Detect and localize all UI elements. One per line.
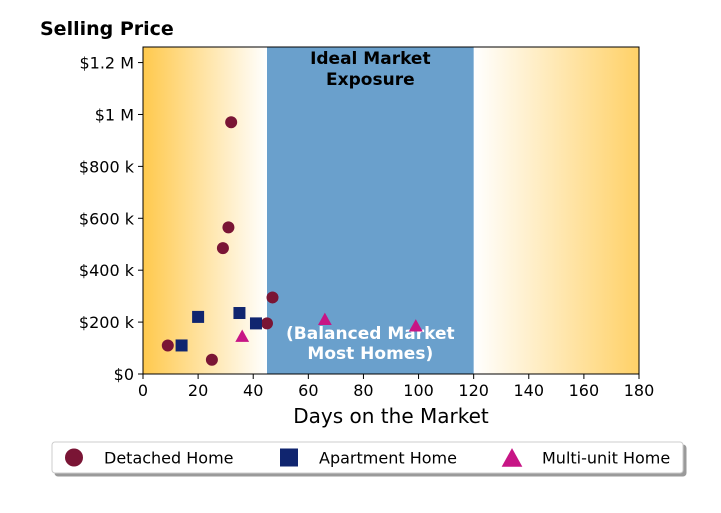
band-label-bottom-line: (Balanced Market (286, 324, 455, 344)
x-tick-label: 120 (458, 381, 489, 400)
circle-point (261, 317, 273, 330)
y-tick-label: $400 k (79, 261, 135, 280)
legend: Detached Home Apartment Home Multi-unit Ho… (51, 441, 684, 474)
legend-label: Multi-unit Home (542, 449, 670, 468)
x-tick-label: 0 (138, 381, 148, 400)
band-label-top-line: Exposure (326, 70, 415, 90)
x-tick-label: 140 (514, 381, 545, 400)
legend-square-marker (280, 448, 298, 467)
y-tick-label: $0 (114, 365, 134, 384)
x-tick-label: 20 (188, 381, 208, 400)
y-tick-label: $1.2 M (79, 54, 134, 73)
square-point (233, 307, 246, 320)
legend-circle-marker (65, 448, 83, 467)
circle-point (216, 242, 229, 255)
square-point (192, 310, 205, 323)
left-gradient-zone (143, 47, 267, 374)
y-tick-label: $200 k (79, 313, 135, 332)
circle-point (266, 291, 279, 304)
band-label-bottom-line: Most Homes) (307, 344, 433, 364)
x-tick-label: 180 (624, 381, 655, 400)
circle-point (225, 116, 238, 129)
ideal-exposure-band (267, 47, 474, 374)
legend-label: Apartment Home (319, 449, 457, 468)
band-label-top-line: Ideal Market (310, 49, 431, 69)
y-tick-label: $1 M (95, 105, 134, 124)
circle-point (161, 339, 174, 352)
data-points (161, 116, 423, 366)
square-point (175, 339, 188, 352)
y-tick-label: $800 k (79, 157, 135, 176)
triangle-point (408, 319, 423, 332)
legend-label: Detached Home (104, 449, 234, 468)
circle-point (222, 221, 235, 234)
triangle-point (317, 312, 332, 326)
x-tick-label: 80 (353, 381, 373, 400)
legend-triangle-marker (501, 448, 523, 467)
x-tick-label: 160 (569, 381, 600, 400)
triangle-point (235, 329, 250, 342)
plot-frame (142, 46, 640, 375)
legend-box (51, 441, 684, 474)
circle-point (205, 353, 218, 366)
axes: 0 20 40 60 80 100 120 140 160 180 $0 $200 k $400 k $6… (79, 46, 655, 400)
right-gradient-zone (473, 47, 639, 374)
x-axis-title: Days on the Market (293, 404, 489, 428)
y-tick-label: $600 k (79, 209, 135, 228)
square-point (249, 317, 262, 330)
x-tick-label: 60 (298, 381, 318, 400)
chart-title: Selling Price (40, 18, 174, 40)
x-tick-label: 100 (403, 381, 434, 400)
x-tick-label: 40 (243, 381, 263, 400)
